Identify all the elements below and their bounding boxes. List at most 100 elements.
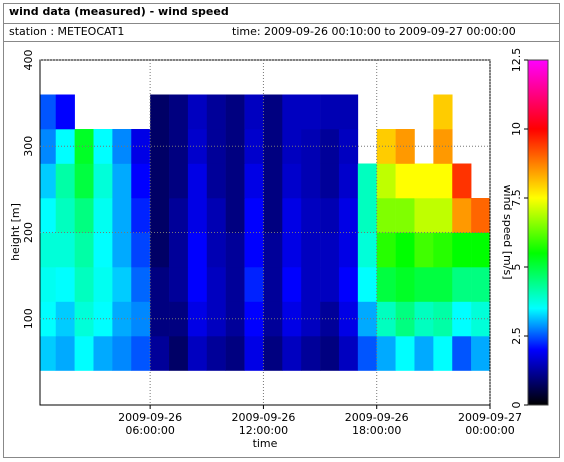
- cell: [433, 336, 453, 371]
- cell: [376, 336, 396, 371]
- cell: [93, 336, 113, 371]
- y-tick-label: 100: [22, 308, 35, 329]
- cell: [263, 301, 283, 337]
- cell: [187, 129, 208, 164]
- cell: [282, 129, 302, 164]
- x-tick-label: 2009-09-27 00:00:00: [458, 411, 522, 437]
- station: station : METEOCAT1: [9, 25, 125, 38]
- cell: [433, 163, 453, 199]
- cell: [301, 336, 321, 371]
- cell: [452, 301, 472, 337]
- cell: [414, 336, 434, 371]
- cell: [433, 198, 453, 233]
- cell: [131, 232, 151, 268]
- cell: [320, 267, 340, 302]
- cell: [112, 163, 132, 199]
- cell: [225, 94, 245, 130]
- cell: [225, 232, 245, 268]
- cell: [40, 267, 57, 302]
- cell: [320, 94, 340, 130]
- cell: [187, 198, 208, 233]
- cell: [55, 336, 75, 371]
- cell: [282, 94, 302, 130]
- cell: [169, 232, 189, 268]
- cell: [263, 336, 283, 371]
- colorbar-tick-label: 7.5: [510, 189, 523, 207]
- cell: [357, 163, 378, 199]
- cell: [187, 336, 208, 371]
- cell: [452, 198, 472, 233]
- cell: [206, 198, 226, 233]
- cell: [131, 301, 151, 337]
- cell: [395, 301, 415, 337]
- cell: [150, 163, 170, 199]
- cell: [414, 267, 434, 302]
- cell: [131, 198, 151, 233]
- cell: [338, 232, 359, 268]
- colorbar-tick-label: 0: [510, 402, 523, 409]
- cell: [55, 163, 75, 199]
- y-tick-label: 300: [22, 136, 35, 157]
- cell: [263, 198, 283, 233]
- cell: [320, 163, 340, 199]
- cell: [74, 232, 94, 268]
- colorbar-tick-label: 5: [510, 264, 523, 271]
- cell: [187, 232, 208, 268]
- cell: [282, 301, 302, 337]
- cell: [40, 94, 57, 130]
- cell: [131, 267, 151, 302]
- cell: [225, 267, 245, 302]
- cell: [433, 94, 453, 130]
- cell: [93, 163, 113, 199]
- cell: [150, 232, 170, 268]
- cell: [169, 267, 189, 302]
- cell: [452, 336, 472, 371]
- cell: [376, 198, 396, 233]
- cell: [414, 163, 434, 199]
- cell: [206, 301, 226, 337]
- title: wind data (measured) - wind speed: [9, 5, 229, 18]
- cell: [74, 163, 94, 199]
- cell: [263, 232, 283, 268]
- cell: [452, 163, 472, 199]
- cell: [225, 336, 245, 371]
- cell: [338, 198, 359, 233]
- cell: [206, 94, 226, 130]
- cell: [282, 163, 302, 199]
- cell: [244, 198, 264, 233]
- cell: [433, 267, 453, 302]
- cell: [206, 163, 226, 199]
- cell: [244, 267, 264, 302]
- cell: [395, 163, 415, 199]
- cell: [244, 94, 264, 130]
- y-tick-label: 400: [22, 50, 35, 71]
- cell: [320, 198, 340, 233]
- cell: [282, 336, 302, 371]
- cell: [93, 267, 113, 302]
- cell: [206, 336, 226, 371]
- cell: [357, 267, 378, 302]
- cell: [320, 336, 340, 371]
- cell: [301, 232, 321, 268]
- cell: [338, 129, 359, 164]
- cell: [376, 232, 396, 268]
- cell: [263, 267, 283, 302]
- cell: [376, 267, 396, 302]
- cell: [376, 301, 396, 337]
- cell: [395, 129, 415, 164]
- cell: [187, 267, 208, 302]
- cell: [150, 301, 170, 337]
- cell: [338, 267, 359, 302]
- cell: [55, 129, 75, 164]
- cell: [263, 94, 283, 130]
- cell: [301, 267, 321, 302]
- cell: [338, 336, 359, 371]
- cell: [150, 129, 170, 164]
- cell: [301, 163, 321, 199]
- cell: [40, 232, 57, 268]
- x-tick-label: 2009-09-26 18:00:00: [344, 411, 409, 437]
- cell: [93, 198, 113, 233]
- cell: [74, 267, 94, 302]
